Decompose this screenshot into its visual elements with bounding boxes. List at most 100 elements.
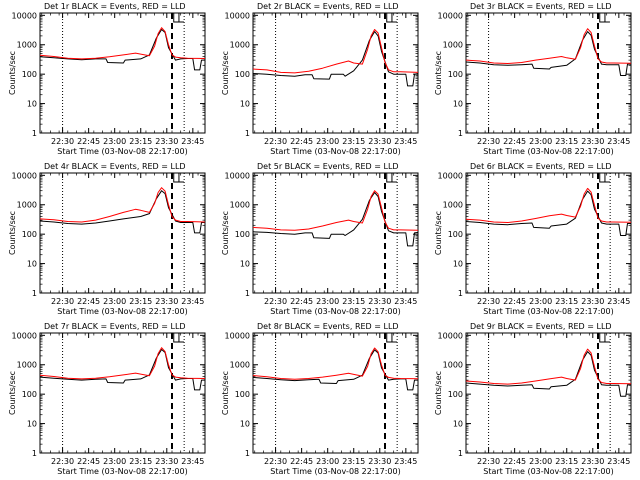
x-tick-label: 22:45 bbox=[503, 137, 526, 146]
x-tick-label: 23:45 bbox=[181, 137, 204, 146]
y-tick-label: 10 bbox=[453, 420, 463, 429]
y-axis-label: Counts/sec bbox=[221, 51, 230, 95]
flag-marker bbox=[391, 13, 397, 23]
x-tick-label: 23:15 bbox=[129, 137, 152, 146]
y-tick-label: 10 bbox=[453, 260, 463, 269]
panel-det-9: Det 9r BLACK = Events, RED = LLD 1 10 100 10… bbox=[434, 322, 632, 476]
x-tick-label: 23:30 bbox=[155, 457, 178, 466]
panel-title: Det 7r BLACK = Events, RED = LLD bbox=[44, 322, 186, 331]
y-tick-label: 1000 bbox=[443, 361, 463, 370]
x-tick-label: 22:45 bbox=[503, 297, 526, 306]
y-tick-label: 100 bbox=[235, 230, 250, 239]
x-tick-label: 23:15 bbox=[342, 297, 365, 306]
y-tick-label: 1000 bbox=[443, 201, 463, 210]
y-axis-label: Counts/sec bbox=[221, 371, 230, 415]
series-line-events bbox=[252, 31, 419, 87]
flag-marker bbox=[173, 173, 179, 183]
series-line-lld bbox=[39, 347, 206, 380]
x-tick-label: 22:30 bbox=[477, 137, 500, 146]
x-axis-label: Start Time (03-Nov-08 22:17:00) bbox=[483, 307, 613, 316]
y-tick-label: 100 bbox=[22, 230, 37, 239]
x-axis-label: Start Time (03-Nov-08 22:17:00) bbox=[483, 147, 613, 156]
y-axis-label: Counts/sec bbox=[434, 51, 443, 95]
x-tick-label: 23:30 bbox=[155, 297, 178, 306]
x-tick-label: 23:45 bbox=[181, 297, 204, 306]
flag-marker bbox=[599, 13, 605, 23]
y-tick-label: 1 bbox=[245, 129, 250, 138]
x-tick-label: 23:45 bbox=[607, 457, 630, 466]
x-tick-label: 23:45 bbox=[607, 297, 630, 306]
y-axis-label: Counts/sec bbox=[8, 371, 17, 415]
y-tick-label: 1000 bbox=[17, 201, 37, 210]
series-line-events bbox=[39, 349, 205, 391]
panel-title: Det 5r BLACK = Events, RED = LLD bbox=[257, 162, 399, 171]
flag-marker bbox=[178, 173, 184, 183]
x-tick-label: 23:30 bbox=[581, 137, 604, 146]
flag-marker bbox=[391, 333, 397, 343]
y-tick-label: 1000 bbox=[230, 201, 250, 210]
x-tick-label: 23:15 bbox=[342, 137, 365, 146]
y-tick-label: 1000 bbox=[17, 361, 37, 370]
x-tick-label: 23:00 bbox=[103, 457, 126, 466]
flag-marker bbox=[386, 173, 392, 183]
y-tick-label: 10000 bbox=[438, 11, 463, 20]
panel-title: Det 1r BLACK = Events, RED = LLD bbox=[44, 2, 186, 11]
flag-marker bbox=[599, 173, 605, 183]
y-tick-label: 10000 bbox=[225, 331, 250, 340]
x-tick-label: 22:45 bbox=[290, 137, 313, 146]
x-tick-label: 23:15 bbox=[555, 297, 578, 306]
y-tick-label: 10 bbox=[240, 100, 250, 109]
x-tick-label: 23:45 bbox=[607, 137, 630, 146]
series-line-lld bbox=[252, 190, 419, 231]
plot-frame bbox=[465, 172, 632, 294]
x-axis-label: Start Time (03-Nov-08 22:17:00) bbox=[270, 307, 400, 316]
x-tick-label: 23:00 bbox=[316, 457, 339, 466]
y-axis-label: Counts/sec bbox=[221, 211, 230, 255]
y-tick-label: 10 bbox=[240, 260, 250, 269]
y-tick-label: 10 bbox=[27, 420, 37, 429]
x-tick-label: 22:45 bbox=[503, 457, 526, 466]
x-tick-label: 22:30 bbox=[477, 457, 500, 466]
plot-frame bbox=[39, 172, 206, 294]
x-tick-label: 23:30 bbox=[581, 297, 604, 306]
x-tick-label: 22:30 bbox=[264, 297, 287, 306]
flag-marker bbox=[178, 333, 184, 343]
y-tick-label: 10000 bbox=[438, 331, 463, 340]
x-tick-label: 23:00 bbox=[529, 457, 552, 466]
panel-det-1: Det 1r BLACK = Events, RED = LLD 1 10 100 10… bbox=[8, 2, 206, 156]
x-tick-label: 23:30 bbox=[155, 137, 178, 146]
plot-frame bbox=[252, 172, 419, 294]
x-tick-label: 23:00 bbox=[529, 297, 552, 306]
y-tick-label: 10000 bbox=[438, 171, 463, 180]
series-line-events bbox=[465, 190, 631, 236]
flag-marker bbox=[599, 333, 605, 343]
panel-det-8: Det 8r BLACK = Events, RED = LLD 1 10 100 10… bbox=[221, 322, 419, 476]
y-tick-label: 100 bbox=[235, 390, 250, 399]
series-line-lld bbox=[39, 187, 206, 223]
x-tick-label: 23:00 bbox=[316, 297, 339, 306]
y-tick-label: 1 bbox=[32, 289, 37, 298]
x-tick-label: 23:45 bbox=[394, 297, 417, 306]
x-tick-label: 23:15 bbox=[555, 457, 578, 466]
y-axis-label: Counts/sec bbox=[434, 371, 443, 415]
x-tick-label: 23:00 bbox=[103, 297, 126, 306]
flag-marker bbox=[391, 173, 397, 183]
y-tick-label: 100 bbox=[22, 70, 37, 79]
y-tick-label: 10 bbox=[27, 100, 37, 109]
y-tick-label: 1000 bbox=[443, 41, 463, 50]
x-tick-label: 23:00 bbox=[529, 137, 552, 146]
y-axis-label: Counts/sec bbox=[8, 51, 17, 95]
x-axis-label: Start Time (03-Nov-08 22:17:00) bbox=[57, 307, 187, 316]
x-tick-label: 22:30 bbox=[264, 457, 287, 466]
y-tick-label: 100 bbox=[448, 230, 463, 239]
series-line-lld bbox=[252, 29, 419, 74]
x-axis-label: Start Time (03-Nov-08 22:17:00) bbox=[483, 467, 613, 476]
panel-det-4: Det 4r BLACK = Events, RED = LLD 1 10 100 10… bbox=[8, 162, 206, 316]
y-tick-label: 1 bbox=[458, 289, 463, 298]
x-tick-label: 23:45 bbox=[181, 457, 204, 466]
y-tick-label: 1 bbox=[32, 449, 37, 458]
x-tick-label: 23:30 bbox=[581, 457, 604, 466]
x-tick-label: 22:45 bbox=[290, 457, 313, 466]
y-axis-label: Counts/sec bbox=[434, 211, 443, 255]
